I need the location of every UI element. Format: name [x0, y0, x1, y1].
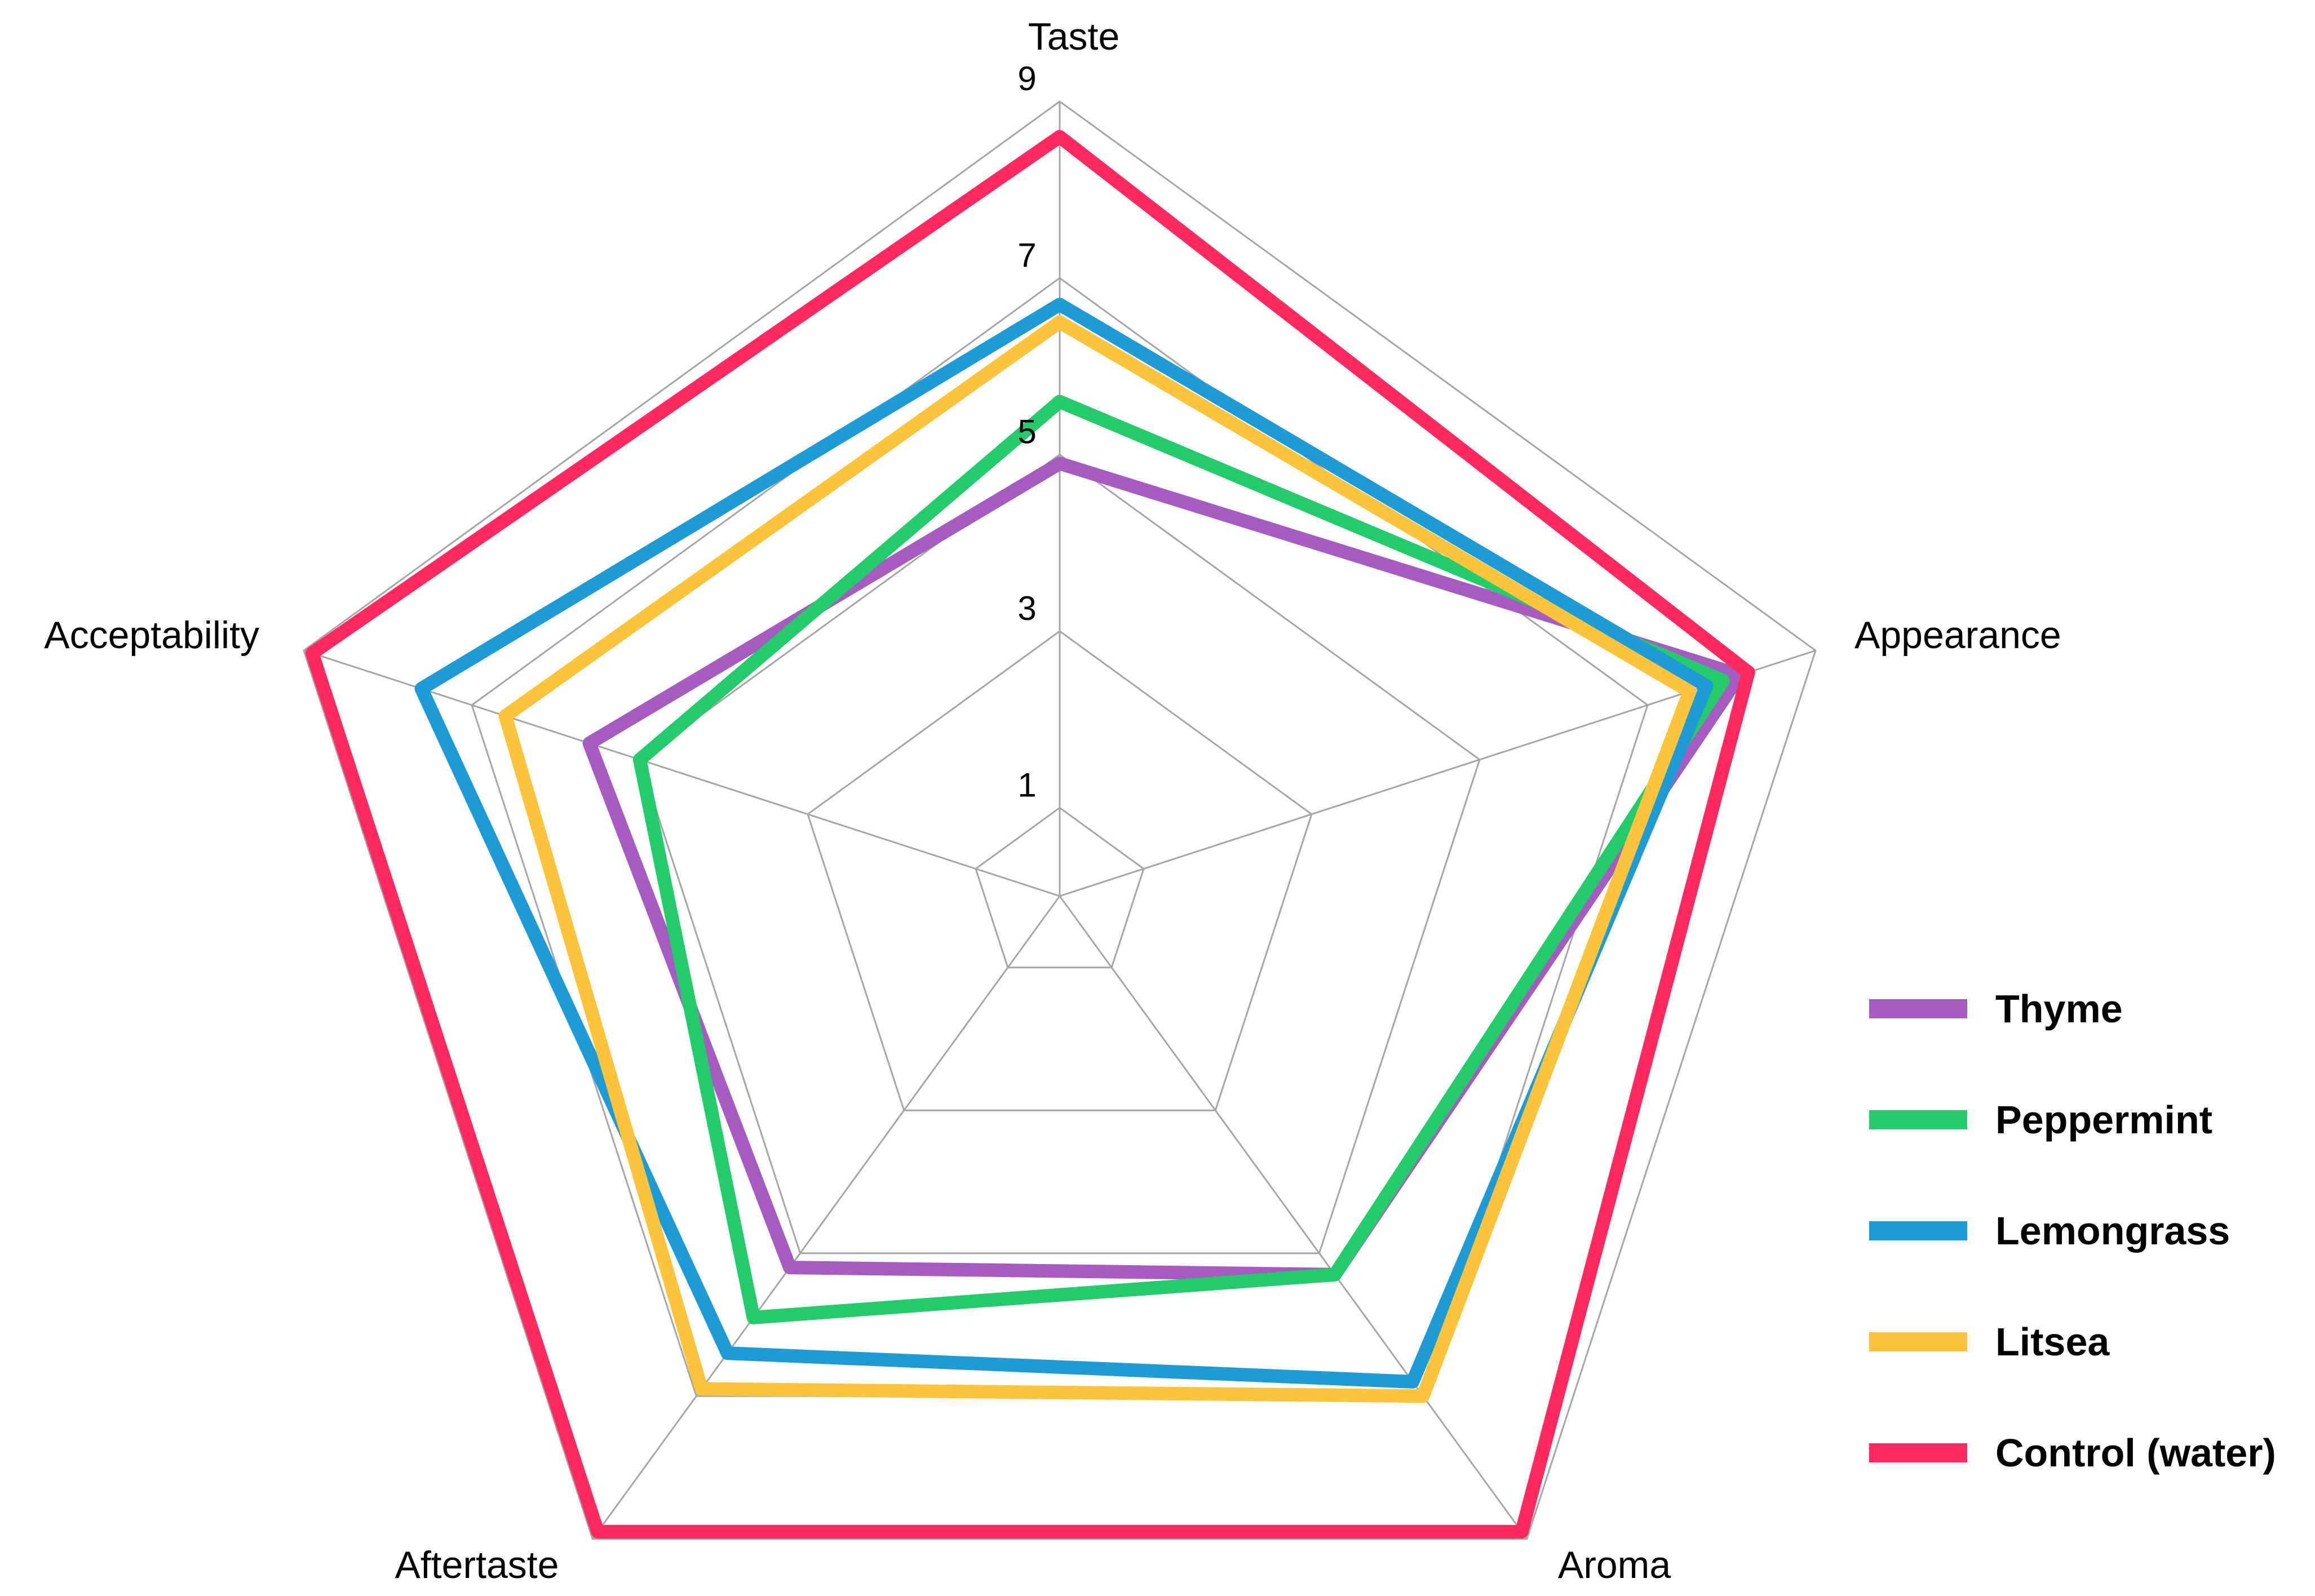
grid-ring-1: [975, 806, 1145, 969]
legend-label-thyme: Thyme: [1995, 987, 2123, 1031]
legend-label-litsea: Litsea: [1995, 1320, 2110, 1364]
series-litsea: [498, 315, 1697, 1403]
axis-label-appearance: Appearance: [1854, 614, 2061, 657]
tick-label-3: 3: [1017, 589, 1036, 627]
tick-labels: 1 3 5 7 9: [1017, 60, 1036, 804]
series-thyme: [582, 456, 1747, 1282]
tick-label-7: 7: [1017, 236, 1036, 274]
series-layer: [305, 130, 1755, 1539]
spoke-aftertaste: [592, 895, 1061, 1540]
tick-label-5: 5: [1017, 413, 1036, 451]
series-peppermint: [633, 394, 1730, 1324]
series-control-water: [305, 130, 1755, 1539]
legend: Thyme Peppermint Lemongrass Litsea Control (…: [1869, 987, 2276, 1475]
grid-ring-9: [303, 100, 1817, 1540]
tick-label-9: 9: [1017, 60, 1036, 97]
legend-label-control-water: Control (water): [1995, 1431, 2276, 1475]
spoke-aroma: [1059, 895, 1528, 1540]
axis-labels: Taste Appearance Aroma Aftertaste Acceptabil…: [44, 15, 2061, 1586]
legend-label-peppermint: Peppermint: [1995, 1098, 2212, 1142]
axis-label-aftertaste: Aftertaste: [395, 1544, 559, 1586]
axis-label-aroma: Aroma: [1558, 1544, 1671, 1586]
axis-label-acceptability: Acceptability: [44, 614, 259, 657]
legend-label-lemongrass: Lemongrass: [1995, 1209, 2230, 1253]
grid-ring-3: [807, 630, 1313, 1111]
series-lemongrass: [414, 298, 1714, 1389]
axis-label-taste: Taste: [1028, 15, 1120, 58]
tick-label-1: 1: [1017, 766, 1036, 804]
